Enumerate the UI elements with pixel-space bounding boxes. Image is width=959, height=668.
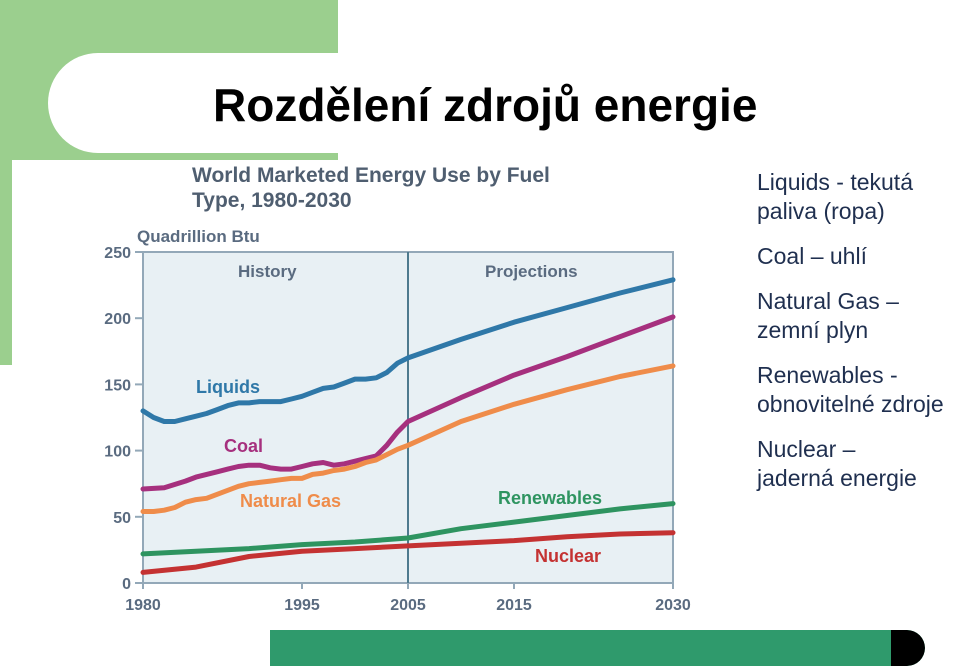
x-tick-label: 2030 [655, 597, 691, 614]
y-tick-label: 0 [122, 576, 131, 593]
y-tick-label: 100 [104, 444, 131, 461]
note-5: Nuclear – jaderná energie [757, 435, 957, 493]
series-line-coal [140, 314, 676, 492]
series-lines [140, 277, 676, 575]
note-2: Coal – uhlí [757, 242, 957, 271]
x-tick-label: 1980 [125, 597, 161, 614]
note-line: obnovitelné zdroje [757, 391, 944, 417]
series-line-natural-gas [140, 363, 676, 514]
note-line: zemní plyn [757, 317, 869, 343]
note-4: Renewables - obnovitelné zdroje [757, 361, 957, 419]
y-tick-label: 50 [113, 510, 131, 527]
x-tick-label: 1995 [284, 597, 320, 614]
series-label-renewables: Renewables [498, 488, 602, 508]
series-label-coal: Coal [224, 436, 263, 456]
chart-title-line-1: World Marketed Energy Use by Fuel [192, 164, 550, 187]
axes: 0 50 100 150 200 250 1980 1995 2005 2015 2030 Histo… [104, 245, 691, 614]
footer-bar [270, 630, 925, 666]
note-line: paliva (ropa) [757, 198, 885, 224]
y-axis-unit-label: Quadrillion Btu [137, 227, 260, 246]
series-line-renewables [140, 501, 676, 557]
note-line: Natural Gas – [757, 288, 899, 314]
slide-title: Rozdělení zdrojů energie [213, 79, 758, 131]
history-label: History [238, 262, 297, 281]
energy-use-chart: World Marketed Energy Use by Fuel Type, … [104, 164, 691, 614]
note-line: Coal – uhlí [757, 243, 867, 269]
series-label-liquids: Liquids [196, 377, 260, 397]
x-tick-label: 2015 [496, 597, 532, 614]
title-panel [48, 53, 959, 153]
series-line-nuclear [140, 530, 676, 575]
note-line: Nuclear – [757, 436, 856, 462]
series-labels: Liquids Coal Natural Gas Renewables Nuclear [196, 377, 602, 566]
series-label-nuclear: Nuclear [535, 546, 601, 566]
note-line: Liquids - tekutá [757, 169, 913, 195]
note-line: jaderná energie [757, 465, 917, 491]
series-line-liquids [140, 277, 676, 424]
chart-title-line-2: Type, 1980-2030 [192, 189, 352, 212]
x-tick-label: 2005 [390, 597, 426, 614]
footer-bar-cap [891, 630, 925, 666]
note-1: Liquids - tekutá paliva (ropa) [757, 168, 957, 226]
y-tick-label: 150 [104, 377, 131, 394]
note-line: Renewables - [757, 362, 898, 388]
projections-label: Projections [485, 262, 578, 281]
series-label-natural-gas: Natural Gas [240, 491, 341, 511]
note-3: Natural Gas – zemní plyn [757, 287, 957, 345]
y-tick-label: 250 [104, 245, 131, 262]
fuel-translation-notes: Liquids - tekutá paliva (ropa) Coal – uhlí… [757, 168, 957, 509]
y-tick-label: 200 [104, 311, 131, 328]
